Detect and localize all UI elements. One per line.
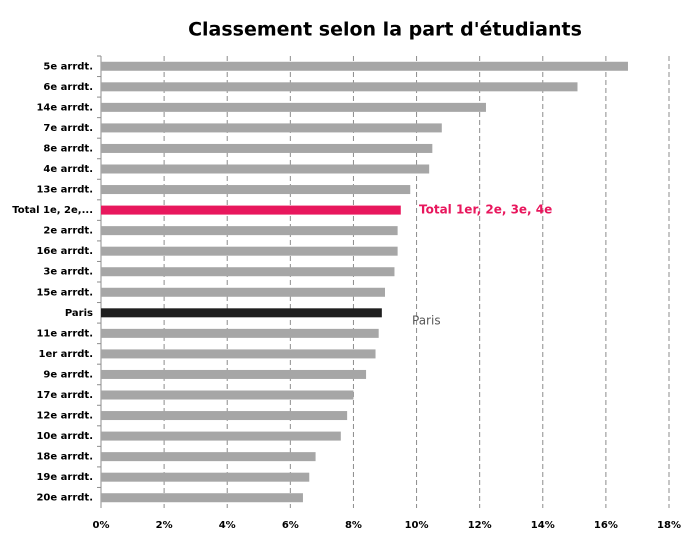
y-tick-label: 18e arrdt. [36,452,93,463]
y-tick-label: 16e arrdt. [36,246,93,257]
bar [101,205,401,215]
y-tick-label: 7e arrdt. [43,123,93,134]
bar [101,369,367,379]
y-tick-label: 12e arrdt. [36,411,93,422]
y-tick-label: 13e arrdt. [36,185,93,196]
bar [101,164,430,174]
bar [101,226,398,236]
bar [101,308,382,318]
y-tick-label: 9e arrdt. [43,369,93,380]
y-tick-label: Total 1e, 2e,... [12,205,93,216]
bar [101,267,395,277]
bar [101,493,303,503]
x-tick-label: 2% [156,520,173,531]
x-tick-label: 0% [93,520,110,531]
y-tick-label: 8e arrdt. [43,143,93,154]
annotation: Paris [412,313,441,327]
bar [101,472,310,482]
y-tick-label: 3e arrdt. [43,267,93,278]
x-tick-label: 4% [219,520,236,531]
x-tick-label: 8% [345,520,362,531]
y-tick-label: 19e arrdt. [36,472,93,483]
bar [101,61,628,71]
y-tick-label: Paris [65,308,93,319]
bar [101,82,578,92]
bar [101,246,398,256]
bar [101,123,442,133]
bar [101,411,348,421]
x-tick-label: 10% [405,520,429,531]
y-tick-label: 20e arrdt. [36,493,93,504]
bar [101,185,411,195]
y-tick-label: 1er arrdt. [38,349,93,360]
y-tick-label: 4e arrdt. [43,164,93,175]
y-tick-label: 6e arrdt. [43,82,93,93]
bar [101,431,341,441]
annotation: Total 1er, 2e, 3e, 4e [419,203,552,217]
y-tick-label: 2e arrdt. [43,226,93,237]
y-tick-label: 15e arrdt. [36,287,93,298]
x-tick-label: 16% [594,520,618,531]
x-tick-label: 6% [282,520,299,531]
x-tick-label: 18% [657,520,681,531]
y-tick-label: 17e arrdt. [36,390,93,401]
bar [101,287,385,297]
x-tick-label: 12% [468,520,492,531]
y-tick-label: 10e arrdt. [36,431,93,442]
y-tick-label: 5e arrdt. [43,61,93,72]
bar [101,102,486,112]
bar [101,452,316,462]
bar [101,390,354,400]
chart-title: Classement selon la part d'étudiants [188,19,582,41]
bar [101,349,376,359]
y-tick-label: 11e arrdt. [36,328,93,339]
y-tick-label: 14e arrdt. [36,102,93,113]
bar [101,143,433,153]
x-tick-label: 14% [531,520,555,531]
bar [101,328,379,338]
